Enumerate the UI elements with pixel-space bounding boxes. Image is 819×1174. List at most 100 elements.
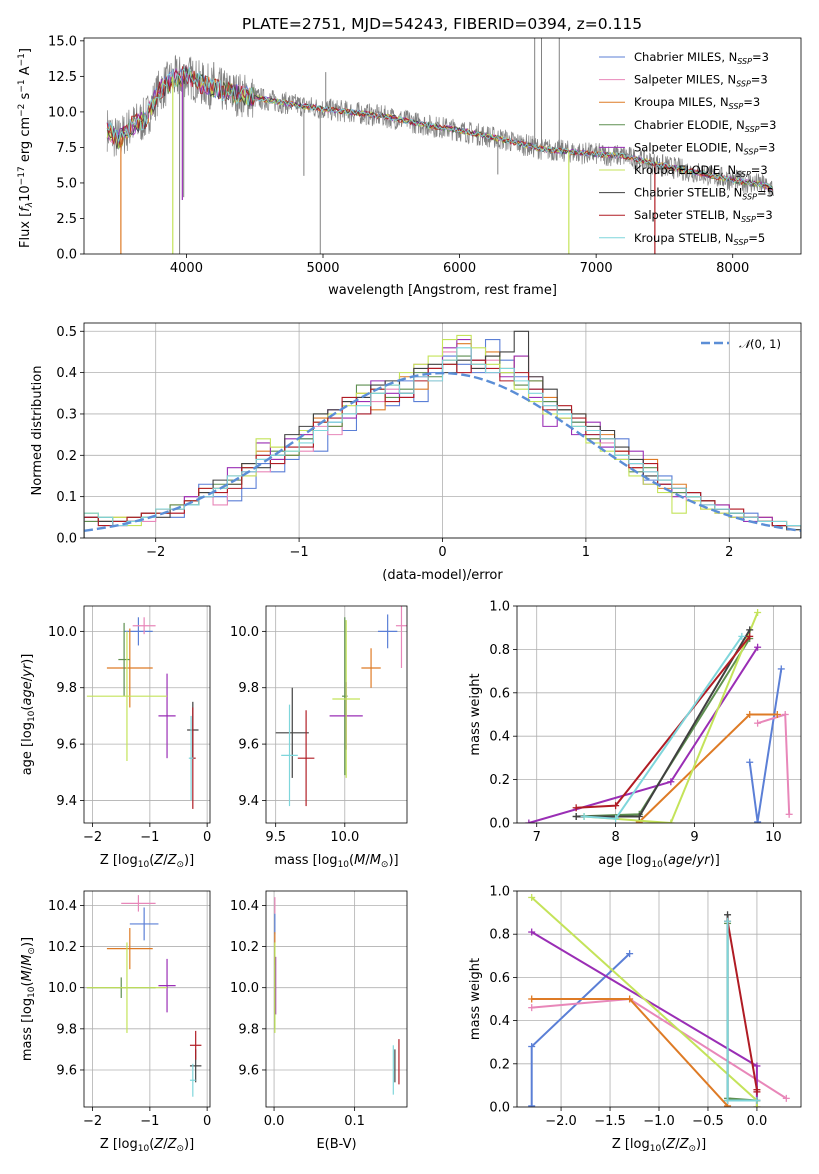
errorbar-point-8 bbox=[281, 704, 298, 807]
errorbar-point-0 bbox=[129, 907, 159, 941]
y-tick-label: 0.4 bbox=[489, 730, 510, 745]
panel-residuals: −2 −1 0 1 2 0.0 0.1 0.2 0.3 0.4 0.5 (data-model)/er… bbox=[30, 322, 802, 583]
y-axis-label: mass weight bbox=[468, 958, 483, 1040]
errorbar-point-5 bbox=[86, 631, 168, 761]
x-tick-label: −1.0 bbox=[643, 1114, 675, 1129]
weight-series-7 bbox=[572, 632, 754, 812]
errorbar-point-2 bbox=[361, 648, 381, 688]
x-tick-label: 9.5 bbox=[265, 830, 286, 845]
y-tick-label: 15.0 bbox=[48, 34, 77, 49]
errorbar-point-8 bbox=[188, 715, 194, 801]
y-tick-label: 0.2 bbox=[489, 1057, 510, 1072]
y-tick-label: 7.5 bbox=[56, 141, 77, 156]
y-tick-label: 0.0 bbox=[56, 248, 77, 263]
errorbar-point-1 bbox=[121, 895, 156, 912]
legend-label-6: Chabrier STELIB, NSSP=5 bbox=[634, 186, 774, 202]
y-tick-label: 0.4 bbox=[56, 366, 77, 381]
x-axis-label: age [log10(age/yr)] bbox=[598, 853, 720, 870]
panel-weight_vs_age: 7 8 9 10 0.0 0.2 0.4 0.6 0.8 1.0 age [log10(age/yr… bbox=[468, 600, 802, 870]
y-tick-label: 10.0 bbox=[230, 981, 259, 996]
errorbar-point-4 bbox=[158, 958, 176, 1013]
histogram-8 bbox=[84, 347, 801, 538]
y-tick-label: 0.6 bbox=[489, 971, 510, 986]
y-tick-label: 10.0 bbox=[48, 625, 77, 640]
x-tick-label: 2 bbox=[725, 545, 733, 560]
y-tick-label: 10.2 bbox=[230, 940, 259, 955]
x-tick-label: 0.0 bbox=[747, 1114, 768, 1129]
x-tick-label: 0 bbox=[203, 1114, 211, 1129]
legend-label-0: Chabrier MILES, NSSP=3 bbox=[634, 50, 769, 66]
errorbar-point-0 bbox=[124, 617, 153, 646]
y-tick-label: 10.0 bbox=[230, 625, 259, 640]
y-tick-label: 9.4 bbox=[238, 794, 259, 809]
x-tick-label: 0 bbox=[438, 545, 446, 560]
x-tick-label: 8000 bbox=[716, 261, 749, 276]
y-tick-label: 0.0 bbox=[489, 817, 510, 832]
x-tick-label: 1 bbox=[582, 545, 590, 560]
legend: Chabrier MILES, NSSP=3 Salpeter MILES, NS… bbox=[599, 50, 776, 247]
errorbar-point-7 bbox=[189, 1030, 202, 1060]
x-tick-label: 8 bbox=[611, 830, 619, 845]
weight-series-2 bbox=[528, 995, 732, 1107]
x-tick-label: 10 bbox=[765, 830, 782, 845]
y-tick-label: 0.1 bbox=[56, 490, 77, 505]
x-tick-label: −2 bbox=[146, 545, 165, 560]
y-tick-label: 2.5 bbox=[56, 212, 77, 227]
errorbars bbox=[86, 895, 202, 1097]
plot-frame-weight_vs_age bbox=[516, 605, 802, 824]
y-tick-label: 5.0 bbox=[56, 176, 77, 191]
legend-label-3: Chabrier ELODIE, NSSP=3 bbox=[634, 118, 776, 134]
y-tick-label: 10.4 bbox=[48, 899, 77, 914]
y-tick-label: 9.6 bbox=[56, 1063, 77, 1078]
panel-age_vs_Z: −2 −1 0 9.4 9.6 9.8 10.0 Z [log10(Z/Z⊙)] age [lo… bbox=[20, 605, 211, 870]
model-spectrum-8 bbox=[106, 66, 773, 190]
errorbar-point-3 bbox=[118, 622, 130, 697]
legend-label-8: Kroupa STELIB, NSSP=5 bbox=[634, 231, 765, 247]
x-tick-label: −0.5 bbox=[692, 1114, 724, 1129]
y-tick-label: 0.4 bbox=[489, 1014, 510, 1029]
panel-weight_vs_Z: −2.0 −1.5 −1.0 −0.5 0.0 0.0 0.2 0.4 0.6 0.8 1.0 Z [… bbox=[468, 885, 802, 1154]
x-tick-label: −1 bbox=[290, 545, 309, 560]
x-axis-label: (data-model)/error bbox=[382, 568, 503, 583]
y-tick-label: 1.0 bbox=[489, 885, 510, 900]
panel-spectrum: 4000 5000 6000 7000 8000 0.0 2.5 5.0 7.5 10.0 12.5… bbox=[17, 34, 802, 298]
panel-mass_vs_Z: −2 −1 0 9.6 9.8 10.0 10.2 10.4 Z [log10(Z/Z⊙)] ma… bbox=[20, 890, 211, 1154]
y-tick-label: 0.0 bbox=[56, 532, 77, 547]
x-axis-label: E(B-V) bbox=[316, 1137, 356, 1152]
x-axis-label: Z [log10(Z/Z⊙)] bbox=[100, 853, 194, 870]
x-tick-label: 7 bbox=[533, 830, 541, 845]
x-tick-label: 10.0 bbox=[330, 830, 359, 845]
plot-frame-age_vs_mass bbox=[265, 605, 408, 824]
x-tick-label: 7000 bbox=[580, 261, 613, 276]
histograms bbox=[84, 330, 801, 538]
x-tick-label: −2 bbox=[83, 1114, 102, 1129]
y-tick-label: 0.8 bbox=[489, 928, 510, 943]
legend-label-1: Salpeter MILES, NSSP=3 bbox=[634, 73, 768, 89]
y-tick-label: 9.4 bbox=[56, 794, 77, 809]
y-tick-label: 9.6 bbox=[238, 1063, 259, 1078]
plot-frame-weight_vs_Z bbox=[516, 890, 802, 1108]
x-tick-label: −2 bbox=[83, 830, 102, 845]
weight-series-8 bbox=[580, 632, 746, 823]
weight-series-0 bbox=[528, 950, 634, 1107]
y-axis-label: age [log10(age/yr)] bbox=[20, 654, 37, 776]
weight-series-2 bbox=[635, 711, 781, 823]
x-axis-label: wavelength [Angstrom, rest frame] bbox=[328, 283, 557, 298]
x-tick-label: −1 bbox=[140, 1114, 159, 1129]
errorbar-point-0 bbox=[377, 614, 398, 649]
y-axis-label: Normed distribution bbox=[30, 366, 45, 496]
y-tick-label: 10.0 bbox=[48, 105, 77, 120]
y-tick-label: 0.2 bbox=[489, 773, 510, 788]
x-tick-label: −1.5 bbox=[594, 1114, 626, 1129]
weight-series-1 bbox=[754, 711, 793, 818]
x-tick-label: −1 bbox=[140, 830, 159, 845]
x-axis-label: Z [log10(Z/Z⊙)] bbox=[612, 1137, 706, 1154]
legend-label-2: Kroupa MILES, NSSP=3 bbox=[634, 95, 760, 111]
x-tick-label: 5000 bbox=[306, 261, 339, 276]
plot-frame-residuals bbox=[83, 322, 802, 539]
weight-lines bbox=[528, 893, 790, 1107]
x-tick-label: 0.1 bbox=[344, 1114, 365, 1129]
errorbars bbox=[275, 606, 407, 807]
x-tick-label: 9 bbox=[690, 830, 698, 845]
